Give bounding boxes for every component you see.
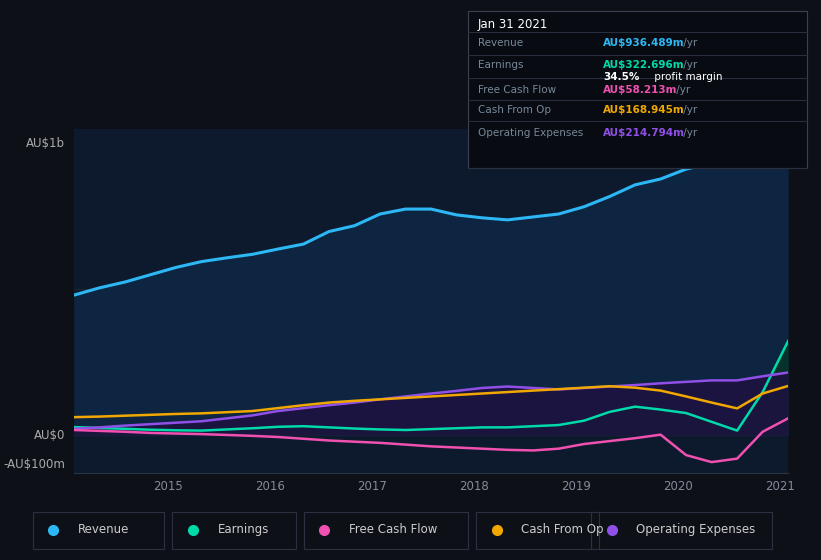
Text: Cash From Op: Cash From Op (521, 523, 603, 536)
Text: Cash From Op: Cash From Op (478, 105, 551, 115)
Text: /yr: /yr (680, 38, 698, 48)
Text: AU$58.213m: AU$58.213m (603, 85, 678, 95)
Text: Revenue: Revenue (478, 38, 523, 48)
Text: -AU$100m: -AU$100m (3, 458, 66, 471)
Text: AU$936.489m: AU$936.489m (603, 38, 685, 48)
Text: Operating Expenses: Operating Expenses (478, 128, 583, 138)
Text: Earnings: Earnings (478, 60, 523, 71)
Text: /yr: /yr (673, 85, 690, 95)
Text: 34.5%: 34.5% (603, 72, 640, 82)
Text: Free Cash Flow: Free Cash Flow (478, 85, 556, 95)
Text: Jan 31 2021: Jan 31 2021 (478, 18, 548, 31)
Text: Operating Expenses: Operating Expenses (636, 523, 755, 536)
Text: AU$1b: AU$1b (26, 137, 66, 150)
Text: AU$0: AU$0 (34, 429, 66, 442)
Text: Earnings: Earnings (218, 523, 269, 536)
Text: AU$168.945m: AU$168.945m (603, 105, 686, 115)
Text: /yr: /yr (680, 105, 698, 115)
Text: Revenue: Revenue (78, 523, 130, 536)
Text: AU$322.696m: AU$322.696m (603, 60, 685, 71)
Text: profit margin: profit margin (651, 72, 722, 82)
Text: AU$214.794m: AU$214.794m (603, 128, 686, 138)
Text: /yr: /yr (680, 60, 698, 71)
Text: /yr: /yr (680, 128, 698, 138)
Text: Free Cash Flow: Free Cash Flow (349, 523, 438, 536)
